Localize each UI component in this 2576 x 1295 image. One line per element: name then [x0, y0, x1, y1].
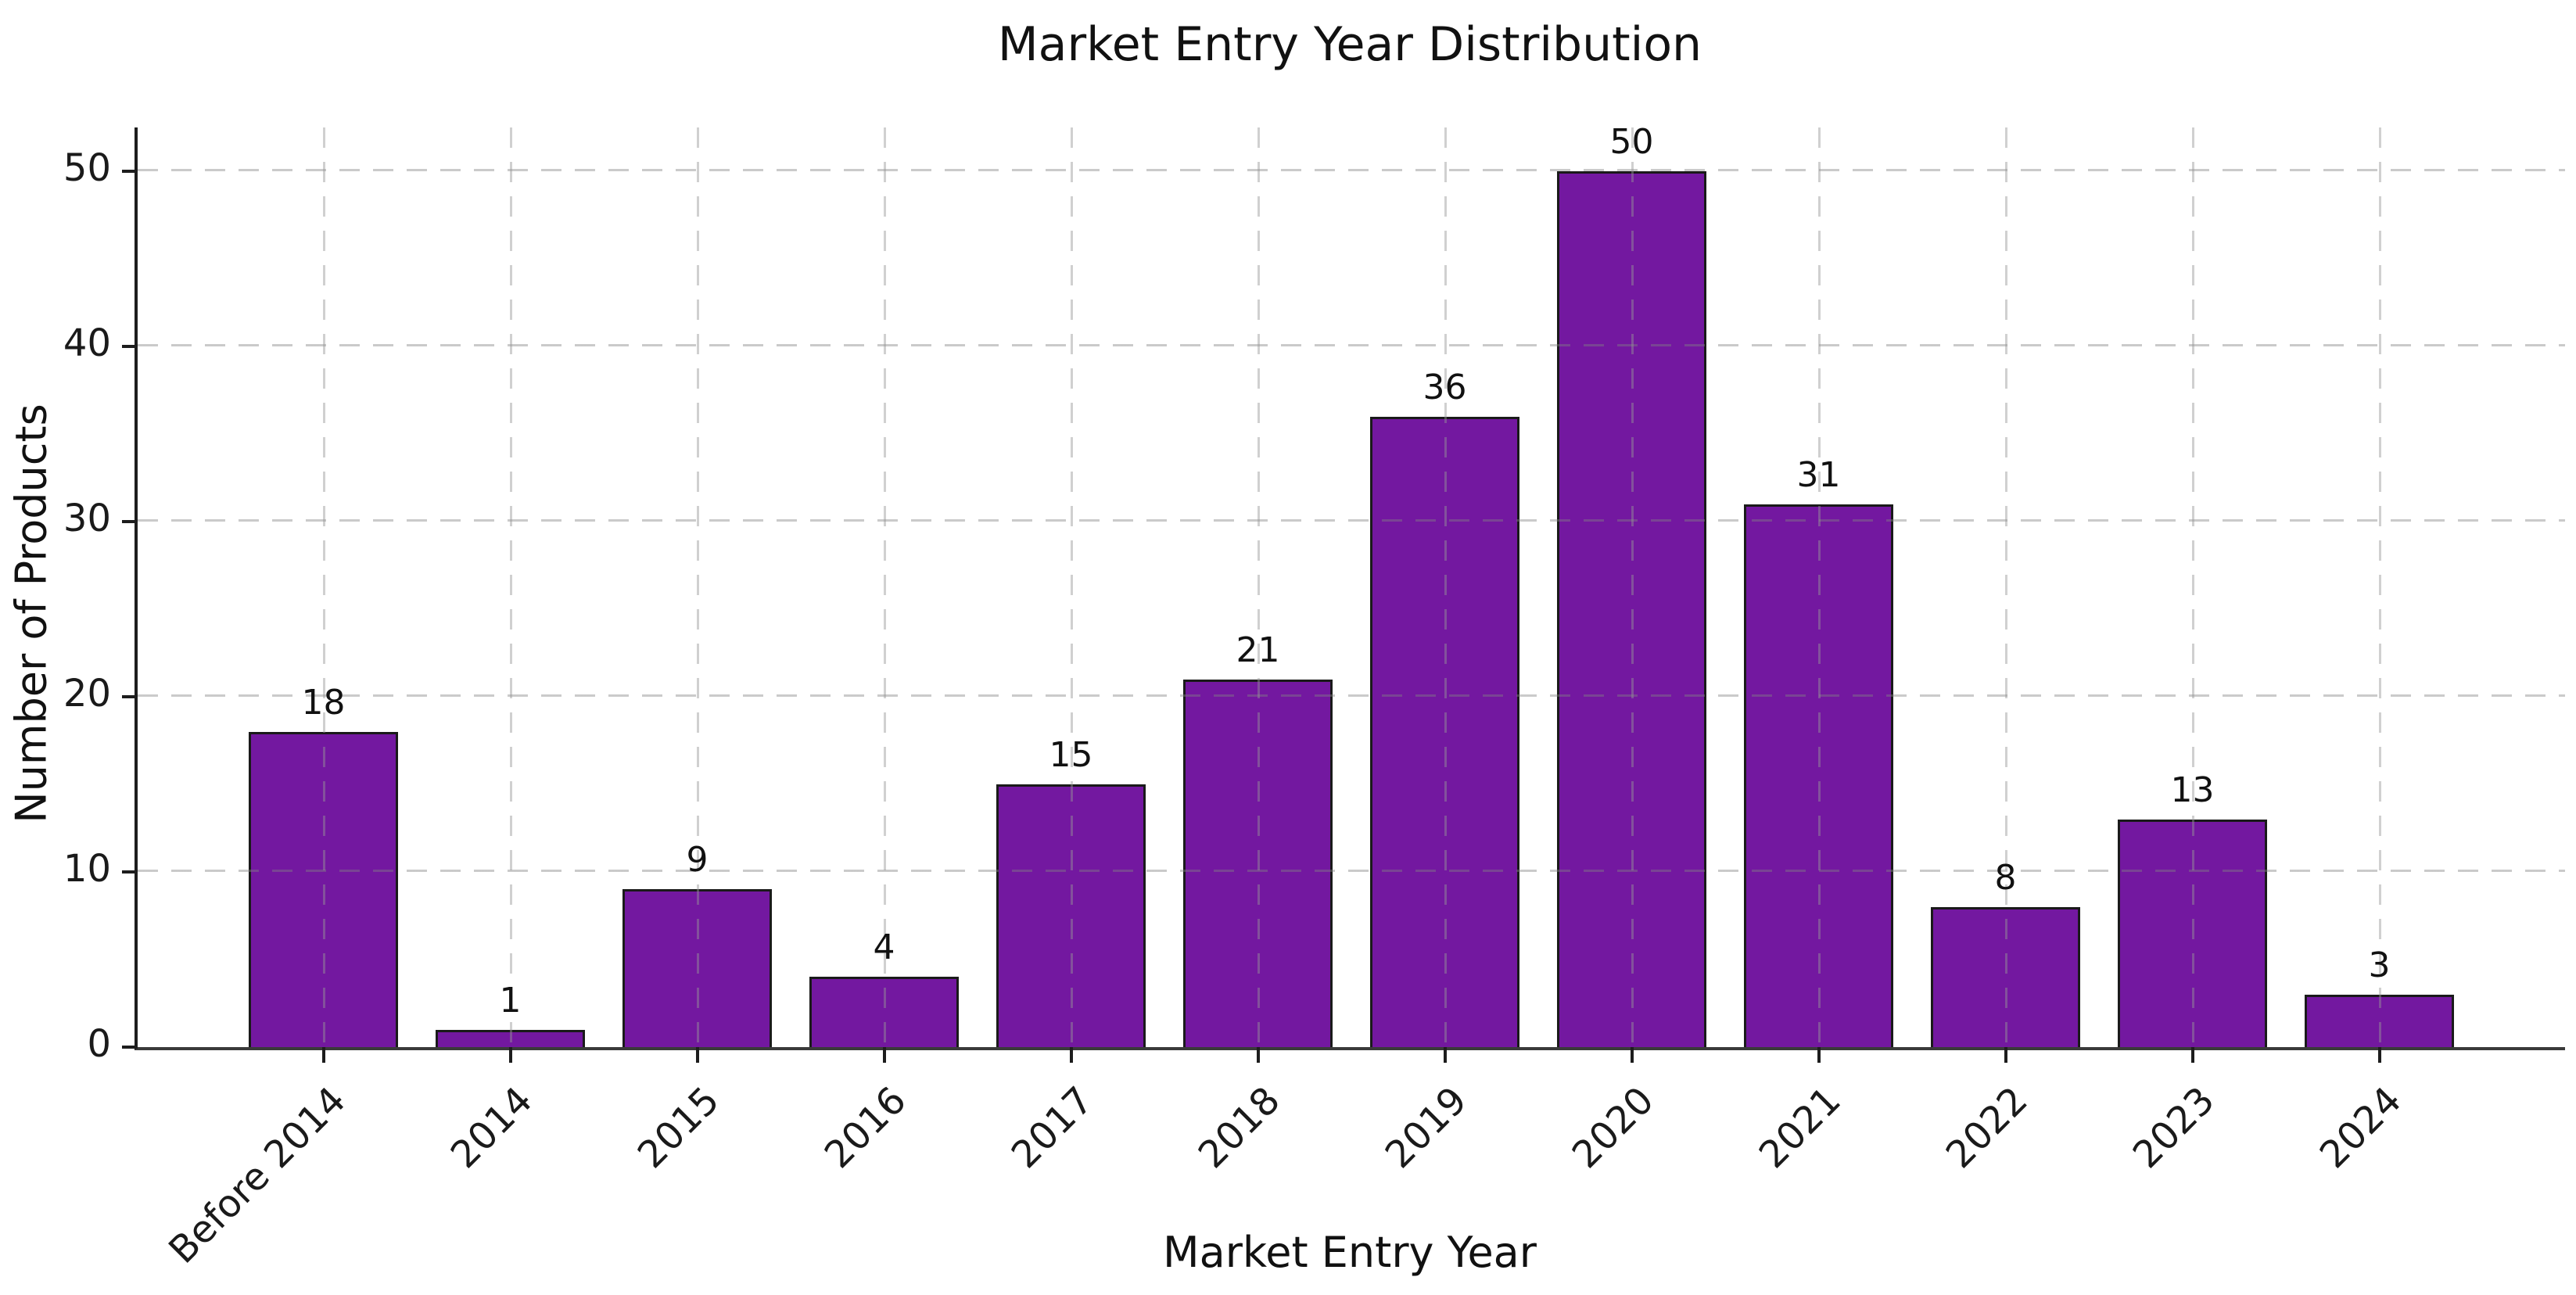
vertical-gridline: [883, 127, 886, 1047]
x-tick-label: 2016: [816, 1078, 916, 1177]
bar-slot: 4 2016: [791, 127, 978, 1177]
bar: [809, 977, 960, 1047]
bar: [2117, 819, 2268, 1047]
bar: [435, 1029, 586, 1047]
y-tick-label: 10: [63, 847, 111, 891]
x-tick-mark: [882, 1047, 886, 1063]
chart-title: Market Entry Year Distribution: [997, 17, 1702, 72]
x-tick-mark: [2377, 1047, 2381, 1063]
y-tick-label: 20: [63, 672, 111, 716]
bar-value-label: 31: [1796, 454, 1841, 495]
x-tick-label: 2019: [1377, 1078, 1476, 1177]
x-tick-mark: [1256, 1047, 1260, 1063]
bar-slot: 21 2018: [1164, 127, 1351, 1177]
bar-slot: 18 Before 2014: [160, 127, 417, 1272]
x-tick-mark: [1817, 1047, 1821, 1063]
bar-value-label: 3: [2368, 945, 2391, 985]
bar-value-label: 9: [686, 840, 709, 881]
bar-value-label: 4: [873, 927, 895, 968]
x-axis-title: Market Entry Year: [1163, 1228, 1537, 1277]
x-tick-label: 2024: [2312, 1078, 2411, 1177]
x-tick-mark: [695, 1047, 699, 1063]
y-tick-mark: [122, 870, 138, 873]
x-tick-mark: [2190, 1047, 2194, 1063]
x-tick-label: 2020: [1564, 1078, 1663, 1177]
plot-area: 0 10 20 30 40 50 18 Before 2014 1 2014 9 2015 4 2016…: [63, 122, 2565, 1272]
x-tick-mark: [1069, 1047, 1073, 1063]
bar: [1182, 679, 1333, 1047]
bar-value-label: 1: [499, 980, 522, 1021]
bar-value-label: 13: [2170, 769, 2215, 810]
bar-slot: 36 2019: [1351, 127, 1538, 1177]
y-tick-label: 50: [63, 146, 111, 190]
x-tick-label: 2023: [2125, 1078, 2224, 1177]
bar-value-label: 8: [1994, 857, 2017, 898]
x-tick-label: 2022: [1938, 1078, 2037, 1177]
bar-slot: 8 2022: [1912, 127, 2099, 1177]
bar-slot: 50 2020: [1538, 122, 1725, 1177]
y-axis-title: Number of Products: [6, 404, 56, 823]
bar-value-label: 18: [301, 682, 346, 723]
bar: [1743, 504, 1894, 1047]
x-tick-label: 2017: [1003, 1078, 1103, 1177]
y-tick-mark: [122, 345, 138, 348]
bar: [996, 784, 1146, 1047]
bar-value-label: 21: [1236, 630, 1280, 670]
bar-slot: 1 2014: [417, 127, 604, 1177]
bar-slots-container: 18 Before 2014 1 2014 9 2015 4 2016 15 2017 21 2018…: [138, 122, 2565, 1272]
y-tick-label: 40: [63, 321, 111, 365]
bar-slot: 3 2024: [2286, 127, 2473, 1177]
y-tick-label: 30: [63, 497, 111, 541]
y-tick-mark: [122, 695, 138, 698]
x-tick-label: 2018: [1190, 1078, 1290, 1177]
bar: [248, 731, 399, 1047]
y-tick-label: 0: [87, 1022, 111, 1066]
x-tick-mark: [1630, 1047, 1634, 1063]
y-tick-mark: [122, 1046, 138, 1049]
bar: [1556, 171, 1707, 1047]
bar-value-label: 36: [1423, 367, 1467, 407]
y-tick-mark: [122, 170, 138, 173]
vertical-gridline: [2378, 127, 2381, 1047]
bar-value-label: 50: [1609, 122, 1654, 162]
bar-value-label: 15: [1049, 735, 1093, 776]
bar: [1930, 906, 2081, 1047]
bar-slot: 9 2015: [604, 127, 791, 1177]
x-tick-label: 2015: [630, 1078, 729, 1177]
x-tick-mark: [1443, 1047, 1447, 1063]
x-tick-label: 2014: [443, 1078, 542, 1177]
x-tick-label: 2021: [1751, 1078, 1850, 1177]
y-tick-mark: [122, 520, 138, 524]
x-tick-mark: [2004, 1047, 2007, 1063]
bar: [622, 889, 773, 1047]
x-tick-mark: [321, 1047, 325, 1063]
vertical-gridline: [509, 127, 512, 1047]
bar-slot: 31 2021: [1725, 127, 1912, 1177]
x-tick-mark: [508, 1047, 512, 1063]
bar-slot: 15 2017: [978, 127, 1164, 1177]
bar: [1369, 416, 1520, 1047]
bar-slot: 13 2023: [2099, 127, 2286, 1177]
bar: [2304, 994, 2455, 1047]
